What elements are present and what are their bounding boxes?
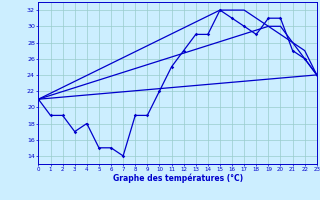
X-axis label: Graphe des températures (°C): Graphe des températures (°C)	[113, 174, 243, 183]
